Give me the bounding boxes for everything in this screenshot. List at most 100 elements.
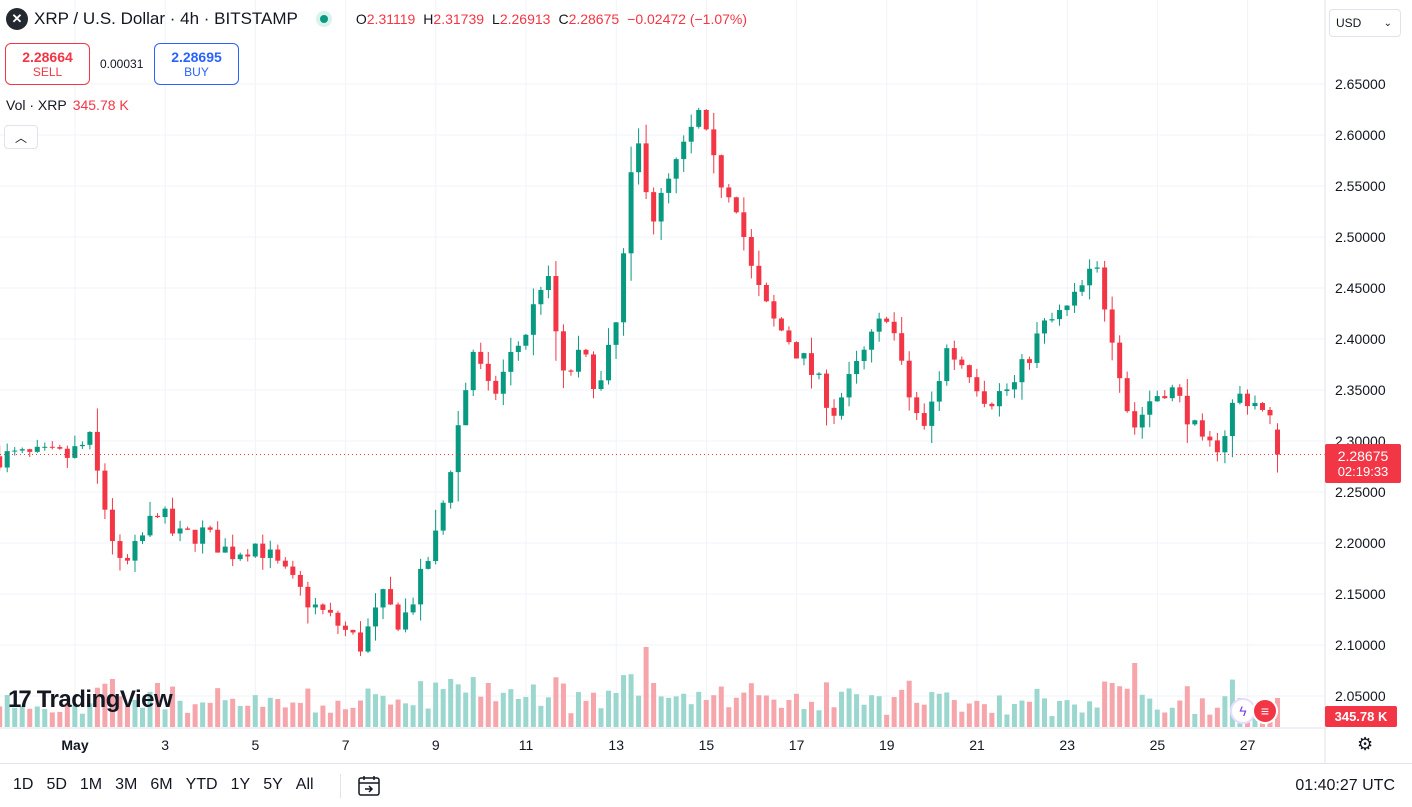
volume-bar [793,693,799,727]
candle-body [515,345,521,352]
volume-bar [57,711,63,727]
brand-name: TradingView [36,686,173,713]
volume-bar [109,679,115,727]
currency-select[interactable]: USD ⌄ [1329,9,1401,37]
range-6m-button[interactable]: 6M [150,776,173,793]
candle-body [718,155,724,188]
candle-body [1139,414,1145,428]
range-ytd-button[interactable]: YTD [185,776,218,793]
candle-body [1094,267,1100,269]
low-key: L [492,11,500,27]
event-badges[interactable]: ϟ ≡ [1230,698,1278,724]
volume-bar [906,680,912,727]
tv-logo-icon: 17 [8,686,32,713]
collapse-legend-button[interactable]: ︿ [4,125,38,149]
volume-bar [711,695,717,727]
spread-value: 0.00031 [100,57,144,71]
volume-bars [0,647,1281,727]
volume-bar [275,699,281,727]
candle-body [1064,305,1070,311]
range-1y-button[interactable]: 1Y [230,776,251,793]
volume-bar [884,714,890,727]
candle-body [936,381,942,402]
volume-bar [996,695,1002,727]
volume-bar [553,677,559,727]
utc-clock[interactable]: 01:40:27 UTC [1295,777,1395,794]
range-all-button[interactable]: All [295,776,314,793]
volume-bar [1199,698,1205,727]
volume-bar [297,702,303,727]
candle-body [696,110,702,127]
candle-body [741,212,747,238]
symbol-title[interactable]: XRP / U.S. Dollar · 4h · BITSTAMP [34,9,298,28]
volume-bar [869,695,875,727]
range-5y-button[interactable]: 5Y [263,776,283,793]
volume-bar [636,695,642,727]
close-key: C [558,11,569,27]
candle-body [703,110,709,130]
candle-body [72,446,78,458]
volume-bar [651,683,657,727]
volume-bar [192,704,198,727]
range-1m-button[interactable]: 1M [79,776,103,793]
candle-body [1026,359,1032,363]
volume-bar [42,709,48,727]
lightning-icon[interactable]: ϟ [1230,698,1256,724]
candle-body [688,126,694,142]
candle-body [575,349,581,372]
sell-button[interactable]: 2.28664 SELL [5,43,90,85]
volume-bar [515,698,521,727]
ohlc-legend: O2.31119 H2.31739 L2.26913 C2.28675 −0.0… [356,11,747,27]
candle-body [628,172,634,254]
candle-body [463,390,469,426]
close-value: 2.28675 [568,11,620,27]
toolbar-divider [340,774,341,798]
range-5d-button[interactable]: 5D [46,776,67,793]
price-axis: 2.050002.100002.150002.200002.250002.300… [1324,0,1386,763]
market-open-icon[interactable] [315,11,332,27]
volume-bar [530,684,536,727]
settings-gear-icon[interactable]: ⚙ [1357,734,1374,754]
candle-body [553,276,559,332]
candle-body [267,549,273,558]
candle-body [568,370,574,372]
volume-bar [1147,698,1153,727]
volume-bar [741,692,747,727]
candle-body [19,449,25,451]
last-price-label: 2.28675 02:19:33 [1325,444,1401,483]
volume-bar [485,683,491,727]
volume-bar [94,687,100,727]
time-tick-label: 11 [519,737,534,753]
candle-body [425,561,431,569]
candle-body [1034,333,1040,363]
sell-label: SELL [32,65,63,79]
volume-bar [139,707,145,727]
tradingview-logo[interactable]: 17 TradingView [8,686,173,714]
buy-button[interactable]: 2.28695 BUY [154,43,239,85]
volume-bar [1087,701,1093,727]
high-value: 2.31739 [433,11,485,27]
time-tick-label: 15 [699,737,715,753]
volume-bar [951,700,957,727]
us-flag-icon[interactable]: ≡ [1252,698,1278,724]
volume-bar [854,694,860,727]
candle-body [260,543,266,558]
candle-body [365,626,371,652]
volume-bar [929,692,935,727]
volume-bar [395,699,401,727]
candle-body [373,607,379,627]
candle-body [771,301,777,319]
volume-bar [981,704,987,727]
candle-body [87,431,93,445]
price-chart[interactable]: 2.050002.100002.150002.200002.250002.300… [0,0,1412,763]
volume-legend[interactable]: Vol · XRP 345.78 K [6,97,129,113]
calendar-goto-icon[interactable] [357,775,381,797]
candle-body [621,253,627,323]
range-1d-button[interactable]: 1D [13,776,34,793]
candle-body [162,508,168,518]
candle-body [1102,267,1108,310]
volume-bar [1094,707,1100,727]
candle-body [756,265,762,285]
candle-body [4,451,10,468]
range-3m-button[interactable]: 3M [115,776,138,793]
